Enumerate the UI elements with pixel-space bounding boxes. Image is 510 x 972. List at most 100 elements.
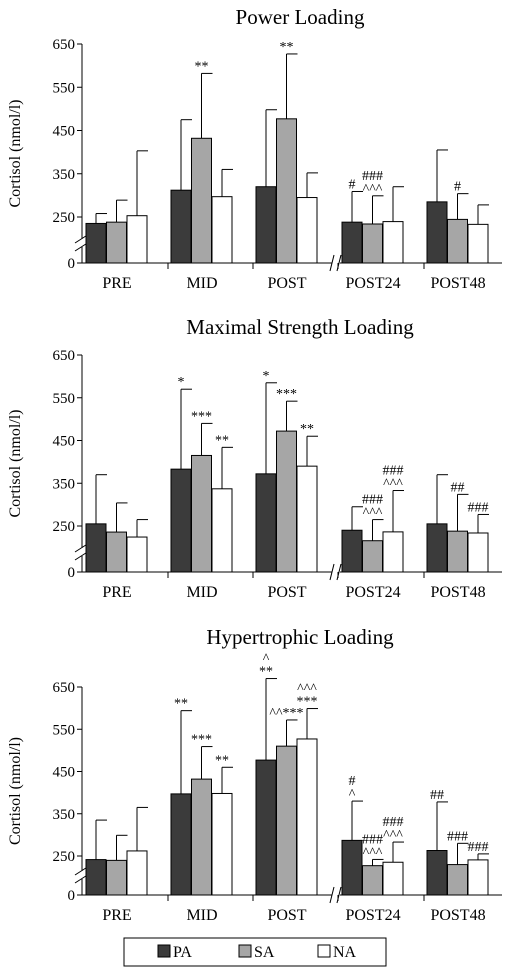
- significance-label: ***: [191, 409, 212, 424]
- bar-sa: [276, 745, 297, 896]
- y-tick-label: 650: [53, 348, 76, 364]
- significance-label: ###: [468, 840, 489, 855]
- significance-label: ###: [383, 815, 404, 830]
- bar-na: [126, 215, 148, 264]
- bar-pa: [85, 523, 107, 573]
- significance-label: ###: [468, 500, 489, 515]
- x-tick-label: PRE: [102, 907, 131, 924]
- significance-label: ##: [430, 788, 444, 803]
- bar-pa: [170, 793, 192, 896]
- y-tick-label: 450: [53, 124, 76, 140]
- chart-panel-1: Power Loading Cortisol (nmol/l) 0 250 350 450…: [7, 5, 502, 292]
- x-tick-label: MID: [186, 584, 217, 601]
- legend-label-na: NA: [333, 944, 357, 961]
- significance-label: ###: [383, 464, 404, 479]
- bar-na: [126, 536, 148, 573]
- legend-swatch-pa: [157, 944, 171, 958]
- bar-na: [296, 197, 318, 264]
- y-axis-label: Cortisol (nmol/l): [7, 737, 24, 845]
- x-axis-break-mark: [329, 886, 335, 904]
- legend: PA SA NA: [123, 937, 387, 967]
- x-tick-label: POST24: [345, 907, 400, 924]
- bar-sa: [106, 221, 127, 264]
- bar-na: [382, 531, 404, 573]
- legend-swatch-na: [317, 944, 331, 958]
- bar-na: [211, 792, 233, 896]
- significance-label: ###: [447, 829, 468, 844]
- significance-label: ***: [297, 695, 318, 710]
- bar-pa: [255, 759, 277, 896]
- significance-label: ^^^: [383, 828, 403, 843]
- significance-label: *: [263, 369, 270, 384]
- significance-label: #: [349, 774, 356, 789]
- bar-pa: [426, 523, 448, 573]
- bar-na: [126, 850, 148, 896]
- y-tick-label: 350: [53, 167, 76, 183]
- bar-sa: [106, 859, 127, 896]
- y-tick-label: 450: [53, 765, 76, 781]
- legend-label-pa: PA: [173, 944, 192, 961]
- bar-na: [467, 223, 489, 264]
- significance-label: ###: [362, 169, 383, 184]
- bar-pa: [85, 859, 107, 896]
- y-axis-label: Cortisol (nmol/l): [7, 410, 24, 518]
- x-tick-label: PRE: [102, 275, 131, 292]
- x-axis-break-mark: [329, 563, 335, 581]
- x-tick-label: POST: [267, 907, 306, 924]
- bar-na: [382, 861, 404, 896]
- bar-pa: [341, 221, 363, 264]
- bar-na: [296, 738, 318, 896]
- y-tick-label: 350: [53, 807, 76, 823]
- bar-na: [382, 221, 404, 264]
- x-tick-label: MID: [186, 275, 217, 292]
- chart-title: Hypertrophic Loading: [206, 625, 394, 649]
- significance-label: #: [454, 180, 461, 195]
- y-tick-label: 250: [53, 210, 76, 226]
- bar-pa: [255, 186, 277, 264]
- x-tick-label: PRE: [102, 584, 131, 601]
- bar-sa: [362, 223, 383, 264]
- y-tick-label: 350: [53, 476, 76, 492]
- significance-label: ^^***: [269, 706, 303, 721]
- significance-label: **: [280, 40, 294, 55]
- legend-swatch-sa: [238, 944, 252, 958]
- significance-label: **: [174, 697, 188, 712]
- significance-label: ##: [451, 480, 465, 495]
- y-tick-label: 550: [53, 80, 76, 96]
- x-tick-label: POST24: [345, 275, 400, 292]
- y-tick-label: 550: [53, 391, 76, 407]
- bar-pa: [255, 473, 277, 573]
- significance-label: ^^^: [363, 182, 383, 197]
- y-tick-label: 250: [53, 519, 76, 535]
- significance-label: ^^^: [297, 682, 317, 697]
- x-tick-label: POST48: [430, 907, 485, 924]
- y-tick-label: 650: [53, 680, 76, 696]
- x-tick-label: POST: [267, 275, 306, 292]
- bar-sa: [362, 540, 383, 573]
- bar-sa: [276, 118, 297, 264]
- significance-label: **: [215, 753, 229, 768]
- bar-sa: [447, 218, 468, 264]
- significance-label: **: [195, 59, 209, 74]
- bar-sa: [191, 137, 212, 264]
- bar-pa: [426, 850, 448, 896]
- significance-label: ***: [276, 387, 297, 402]
- bar-sa: [362, 865, 383, 896]
- bar-pa: [341, 529, 363, 573]
- bar-pa: [341, 839, 363, 896]
- significance-label: ^^^: [383, 477, 403, 492]
- significance-label: **: [300, 422, 314, 437]
- y-tick-label: 650: [53, 37, 76, 53]
- bar-na: [211, 488, 233, 573]
- bar-pa: [170, 189, 192, 264]
- chart-title: Power Loading: [236, 5, 365, 29]
- x-tick-label: POST48: [430, 584, 485, 601]
- bar-na: [211, 196, 233, 264]
- significance-label: ###: [362, 493, 383, 508]
- significance-label: **: [259, 665, 273, 680]
- bar-na: [467, 532, 489, 573]
- y-tick-label: 0: [68, 565, 76, 581]
- y-tick-label: 550: [53, 722, 76, 738]
- chart-panel-2: Maximal Strength Loading Cortisol (nmol/l…: [7, 315, 502, 601]
- x-tick-label: POST48: [430, 275, 485, 292]
